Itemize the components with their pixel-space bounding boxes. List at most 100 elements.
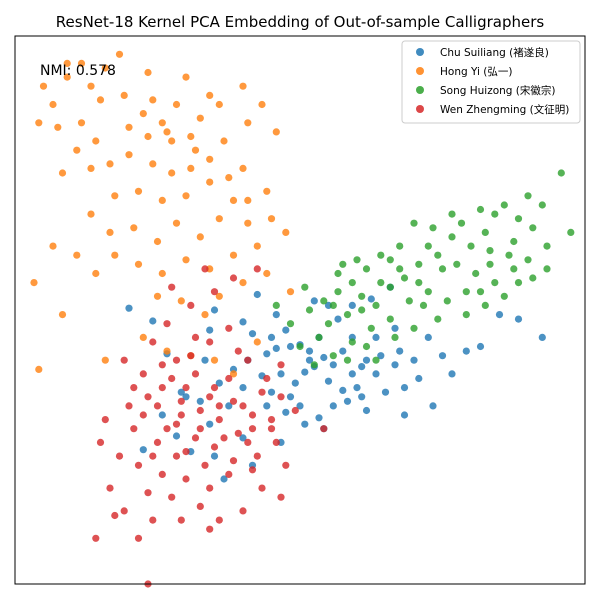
- data-point: [339, 347, 347, 355]
- data-point: [277, 361, 285, 369]
- data-point: [524, 192, 532, 200]
- data-point: [514, 279, 523, 287]
- data-point: [225, 174, 233, 182]
- data-point: [467, 242, 475, 250]
- data-point: [244, 219, 252, 227]
- nmi-annotation: NMI: 0.578: [40, 63, 116, 79]
- data-point: [87, 210, 95, 218]
- data-point: [139, 446, 147, 454]
- data-point: [206, 91, 214, 99]
- data-point: [168, 374, 176, 383]
- data-point: [438, 352, 447, 360]
- data-point: [101, 356, 109, 364]
- data-point: [396, 265, 404, 273]
- data-point: [49, 100, 57, 109]
- data-point: [206, 393, 214, 401]
- data-point: [524, 256, 532, 264]
- data-point: [424, 288, 432, 296]
- data-point: [358, 306, 366, 314]
- data-point: [272, 301, 280, 309]
- data-point: [358, 393, 366, 401]
- data-point: [220, 137, 228, 145]
- data-point: [296, 402, 304, 410]
- data-point: [410, 219, 418, 227]
- data-point: [358, 363, 366, 371]
- data-point: [196, 233, 204, 241]
- data-point: [201, 265, 209, 273]
- data-point: [514, 315, 523, 323]
- data-point: [182, 256, 190, 264]
- data-point: [258, 484, 266, 492]
- data-point: [201, 461, 209, 469]
- data-point: [263, 269, 271, 278]
- data-point: [210, 384, 219, 392]
- data-point: [172, 356, 181, 364]
- data-point: [177, 388, 185, 396]
- data-point: [215, 379, 223, 387]
- data-point: [187, 301, 195, 309]
- data-point: [329, 402, 337, 410]
- data-point: [239, 384, 247, 392]
- data-point: [239, 279, 247, 287]
- data-point: [253, 265, 261, 273]
- data-point: [253, 290, 261, 299]
- data-point: [149, 338, 157, 346]
- data-point: [168, 283, 176, 291]
- data-point: [391, 333, 399, 341]
- data-point: [163, 320, 171, 328]
- data-point: [301, 368, 309, 376]
- data-point: [339, 260, 347, 268]
- data-point: [206, 338, 214, 346]
- data-point: [301, 283, 309, 291]
- data-point: [187, 164, 195, 172]
- data-point: [476, 288, 485, 296]
- data-point: [234, 429, 242, 437]
- data-point: [377, 352, 385, 360]
- data-point: [111, 511, 119, 520]
- data-point: [301, 420, 309, 428]
- data-point: [239, 82, 247, 90]
- data-point: [196, 502, 204, 510]
- data-point: [320, 425, 328, 433]
- data-point: [63, 73, 71, 81]
- data-point: [149, 160, 157, 168]
- data-point: [149, 317, 157, 325]
- data-point: [367, 295, 375, 303]
- data-point: [87, 164, 95, 172]
- data-point: [476, 205, 485, 214]
- data-point: [491, 210, 499, 218]
- data-point: [253, 338, 261, 346]
- data-point: [172, 420, 181, 428]
- data-point: [187, 132, 195, 141]
- points-layer: [30, 50, 575, 588]
- data-point: [239, 318, 247, 326]
- data-point: [49, 242, 57, 250]
- data-point: [372, 301, 380, 309]
- data-point: [495, 311, 504, 319]
- data-point: [234, 347, 242, 355]
- data-point: [267, 333, 276, 341]
- data-point: [557, 169, 565, 177]
- data-point: [58, 311, 67, 319]
- data-point: [305, 347, 314, 355]
- data-point: [386, 315, 394, 323]
- data-point: [258, 100, 266, 109]
- data-point: [125, 402, 133, 410]
- data-point: [106, 484, 114, 492]
- data-point: [149, 96, 157, 104]
- data-point: [215, 416, 223, 424]
- data-point: [434, 251, 442, 259]
- data-point: [277, 370, 285, 378]
- data-point: [149, 452, 157, 460]
- data-point: [229, 370, 238, 378]
- data-point: [92, 534, 100, 542]
- data-point: [92, 269, 100, 278]
- data-point: [244, 438, 252, 446]
- data-point: [248, 330, 257, 338]
- data-point: [462, 311, 470, 319]
- data-point: [419, 301, 428, 309]
- legend-marker: [416, 48, 424, 56]
- data-point: [158, 119, 166, 127]
- data-point: [153, 237, 162, 246]
- data-point: [358, 292, 366, 300]
